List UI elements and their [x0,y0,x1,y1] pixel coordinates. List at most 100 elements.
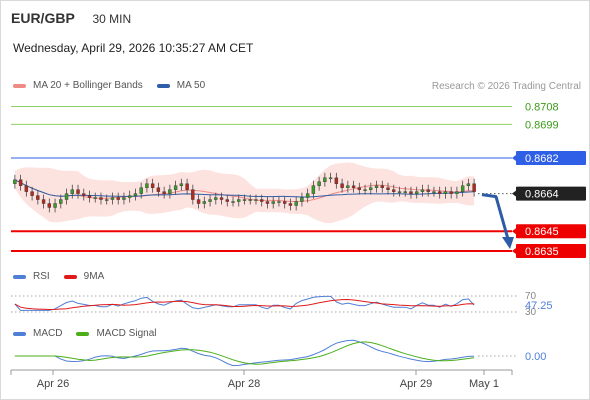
candle [145,178,149,193]
candle [219,192,224,205]
candle-body [145,183,149,188]
legend-swatch-rsi [13,274,26,279]
candle [87,190,92,203]
candle [105,194,109,205]
macd-signal-line [14,341,475,365]
legend-swatch-macd-signal [76,331,90,336]
candle-body [265,201,270,204]
candle [24,180,29,197]
candle [202,196,207,209]
candle [82,188,86,201]
bollinger-band [14,162,475,224]
candle-body [202,201,207,204]
candle-body [305,193,310,198]
candle [150,178,155,193]
candle-body [294,201,298,206]
candle [242,194,247,205]
candle [455,186,459,199]
candle [139,182,143,199]
candle-body [300,197,304,202]
price-label-0-8664: 0.8664 [525,189,559,201]
candle [351,180,356,193]
candle-body [242,199,247,201]
candle-body [369,187,373,190]
legend-item-macd: MACD [13,328,62,339]
candle [196,194,201,209]
candle [328,172,333,183]
candle-body [139,187,143,194]
x-tick-label: Apr 26 [37,378,69,390]
candle [99,192,103,205]
candle-body [277,201,281,203]
candle [64,188,69,205]
candle [214,192,218,205]
price-label-bg [516,151,586,165]
credit-text: Research © 2026 Trading Central [431,81,581,92]
candle-body [105,199,109,201]
price-label-0-8645: 0.8645 [525,226,559,238]
candle [426,184,430,197]
macd-legend: MACD MACD Signal [13,328,170,339]
candle-body [173,185,178,190]
candle-body [328,177,333,179]
candle-body [87,195,92,198]
rsi-level-label-30: 30 [525,307,537,318]
candle-body [340,183,344,188]
candle-body [397,191,402,193]
price-label-0-8708: 0.8708 [525,102,559,114]
candle-body [99,197,103,200]
candle [432,186,436,197]
rsi-level-label-70: 70 [525,291,537,302]
price-label-0-8635: 0.8635 [525,246,559,258]
candle-body [208,199,212,202]
legend-swatch-macd [13,331,26,336]
rsi-line [14,295,475,311]
candle [168,184,172,199]
candle [397,186,402,197]
candle-body [122,197,126,200]
candle [380,180,384,193]
candle [357,182,362,195]
candle-body [93,197,97,199]
symbol-label: EUR/GBP [11,10,75,26]
candle [392,184,396,197]
candle-body [260,199,264,202]
price-label-bg [516,186,586,201]
candle-body [179,183,184,186]
candle-body [466,183,471,186]
candle-body [13,179,17,184]
candle [374,180,379,193]
candle-body [185,183,189,190]
candle-body [110,197,115,200]
main-legend: MA 20 + Bollinger Bands MA 50 [13,80,219,91]
candle [386,182,390,195]
candle-body [351,185,356,188]
candle [260,194,264,207]
candle [133,188,138,201]
legend-label-ma20: MA 20 + Bollinger Bands [33,80,143,91]
price-label-pointer [512,190,516,197]
forecast-arrow-line [481,193,510,240]
candle-body [196,199,201,204]
legend-item-rsi: RSI [13,271,50,282]
forecast-arrow-head [502,237,514,250]
candle [369,182,373,195]
candle-body [82,193,86,196]
candle [300,192,304,207]
candle-body [409,191,413,194]
legend-label-rsi: RSI [33,271,50,282]
legend-swatch-ma20 [13,83,26,88]
candle-body [357,187,362,190]
candle [403,186,407,197]
candle-body [133,193,138,196]
candle [466,178,471,191]
legend-item-macd-signal: MACD Signal [76,328,156,339]
candle-body [346,185,350,188]
legend-item-rsi-ma: 9MA [63,271,104,282]
price-label-0-8635-box: 0.8635 [512,244,586,258]
candle [460,180,465,197]
candle-body [76,189,80,194]
candle [231,196,235,207]
candle [70,184,74,199]
price-label-0-8645-box: 0.8645 [512,224,586,239]
